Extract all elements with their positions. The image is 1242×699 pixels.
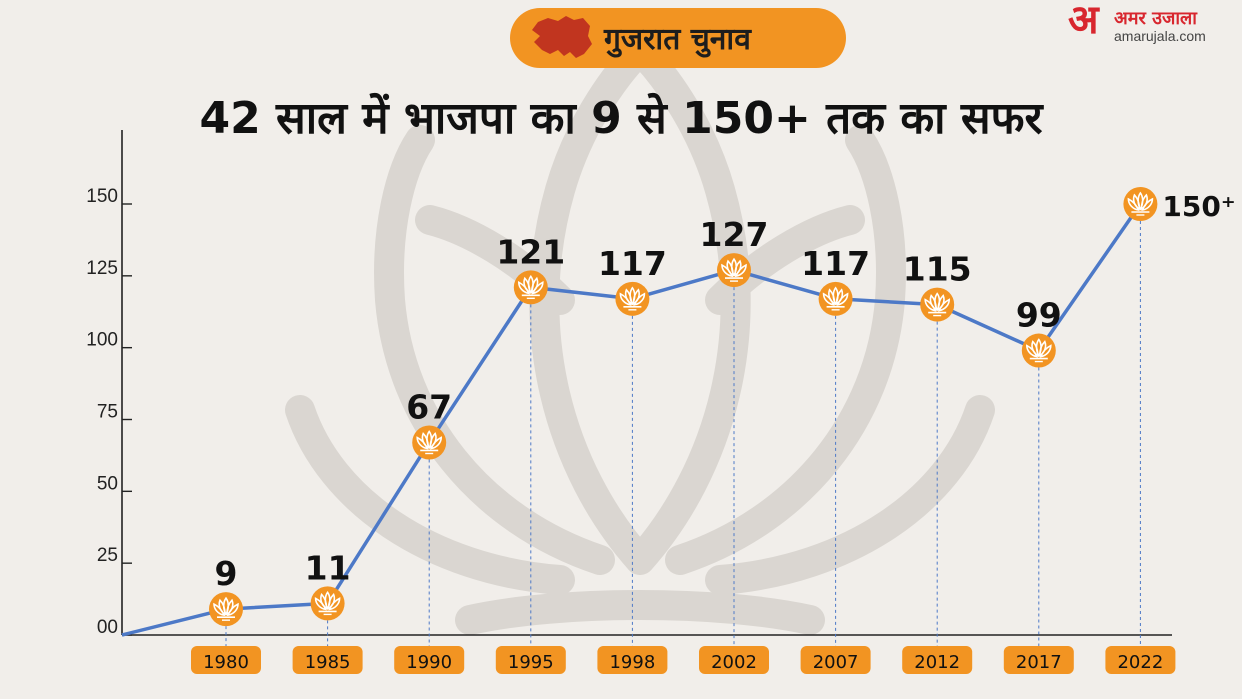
x-tick-label: 2007: [813, 652, 859, 673]
x-label-box: [1003, 646, 1074, 674]
bjp-lotus-icon: [1021, 332, 1057, 369]
data-label: 11: [305, 548, 351, 587]
x-tick-label: 2017: [1016, 652, 1062, 673]
bjp-lotus-icon: [309, 585, 346, 622]
logo-domain: amarujala.com: [1114, 28, 1206, 44]
data-label: 115: [903, 250, 972, 289]
data-label: 67: [406, 387, 452, 426]
y-tick-label: 75: [97, 402, 118, 423]
x-label-box: [800, 646, 871, 674]
x-label-box: [292, 646, 363, 674]
x-tick-label: 2022: [1117, 652, 1163, 673]
bjp-lotus-icon: [208, 591, 244, 627]
x-tick-label: 2002: [711, 652, 757, 673]
x-tick-label: 1985: [305, 652, 351, 673]
logo-letter: अ: [1068, 0, 1099, 43]
bjp-lotus-icon: [716, 252, 752, 288]
badge-label: गुजरात चुनाव: [604, 22, 751, 57]
gujarat-map-icon: [532, 16, 592, 58]
x-label-box: [699, 646, 769, 674]
data-label: 150⁺: [1162, 190, 1235, 223]
bjp-lotus-icon: [614, 281, 651, 317]
x-label-box: [191, 646, 261, 674]
x-label-box: [394, 646, 465, 674]
data-label: 9: [215, 554, 238, 593]
data-label: 121: [496, 232, 565, 271]
background-watermark: [285, 28, 995, 635]
drop-lines: [225, 221, 1141, 647]
x-axis-labels: 1980 1985 1990 1995 1998 2002 2007 2012 2017 2022: [191, 646, 1176, 674]
y-tick-label: 100: [86, 330, 118, 351]
y-axis-ticks: 00 25 50 75 100 125 150: [86, 186, 132, 638]
x-tick-label: 2012: [914, 652, 960, 673]
y-tick-label: 25: [97, 545, 118, 566]
amar-ujala-logo: अ अमर उजाला amarujala.com: [1068, 0, 1238, 46]
chart-title: 42 साल में भाजपा का 9 से 150+ तक का सफर: [199, 93, 1043, 144]
data-label: 117: [801, 244, 870, 283]
data-label: 127: [700, 215, 769, 254]
bjp-lotus-icon: [512, 269, 549, 306]
x-tick-label: 1998: [609, 652, 655, 673]
bjp-lotus-icon: [1122, 186, 1159, 222]
x-label-box: [597, 646, 668, 674]
bjp-lotus-icon: [817, 281, 854, 317]
x-tick-label: 1990: [406, 652, 452, 673]
y-tick-label: 50: [97, 473, 118, 494]
x-label-box: [1105, 646, 1176, 674]
y-tick-label: 150: [86, 186, 118, 207]
x-tick-label: 1980: [203, 652, 249, 673]
chart-axes: [121, 130, 1172, 636]
y-tick-label: 00: [97, 617, 118, 638]
data-label: 117: [598, 244, 667, 283]
gujarat-election-badge: गुजरात चुनाव: [510, 8, 846, 68]
bjp-lotus-icon: [411, 424, 448, 461]
data-labels: 9 11 67 121 117 127 117 115 99 150⁺: [215, 190, 1236, 593]
y-tick-label: 125: [86, 258, 118, 279]
bjp-lotus-icon: [919, 286, 956, 323]
data-label: 99: [1016, 296, 1062, 335]
logo-hindi-name: अमर उजाला: [1114, 8, 1197, 29]
x-label-box: [902, 646, 973, 674]
x-tick-label: 1995: [508, 652, 554, 673]
x-label-box: [495, 646, 566, 674]
